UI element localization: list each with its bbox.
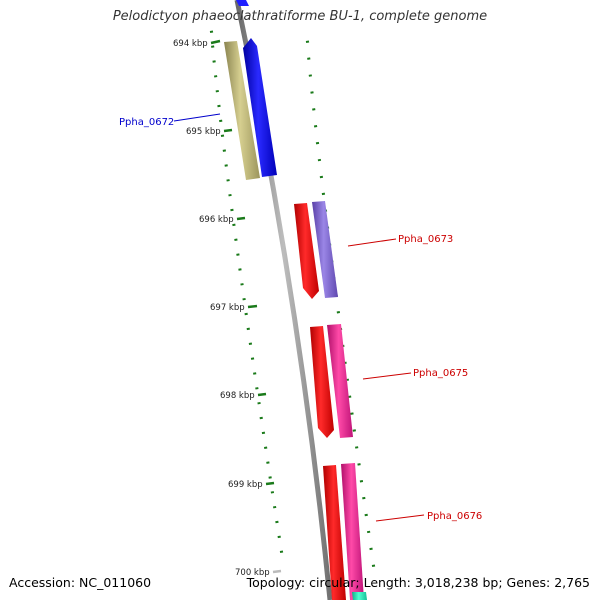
tick-dash (371, 564, 376, 567)
tick-dash (355, 446, 359, 449)
gene-feature-Ppha_0672 (243, 38, 277, 177)
gene-feature-Ppha_0675-red (310, 326, 334, 438)
leader-line-Ppha_0676 (375, 514, 425, 522)
tick-dash (236, 253, 240, 256)
tick-dash (246, 327, 250, 331)
tick-dash (275, 520, 279, 524)
tick-dash (226, 179, 230, 182)
tick-dash (357, 463, 361, 466)
genome-summary-text: Topology: circular; Length: 3,018,238 bp… (246, 575, 590, 590)
tick-dash (253, 372, 257, 375)
tick-dash (366, 530, 371, 534)
tick-dash (352, 429, 356, 432)
tick-label-695: 695 kbp (186, 127, 221, 137)
gene-label-Ppha_0675: Ppha_0675 (413, 368, 468, 379)
tick-dash (242, 297, 246, 301)
tick-dash (222, 149, 226, 152)
tick-label-699: 699 kbp (228, 480, 263, 490)
tick-dash (244, 312, 248, 316)
tick-dash (279, 550, 284, 553)
tick-dash (270, 491, 275, 494)
gene-feature-Ppha_0676 (341, 463, 364, 600)
inner-tick-track (209, 30, 284, 553)
tick-mark-696 (236, 216, 246, 221)
tick-dash (272, 505, 277, 509)
tick-mark-700 (272, 569, 282, 574)
leader-line-Ppha_0673 (347, 238, 397, 247)
gene-feature-Ppha_0673-red (294, 203, 319, 299)
tick-dash (362, 496, 366, 500)
tick-mark-694 (210, 39, 221, 45)
tick-dash (213, 75, 218, 78)
tick-dash (350, 412, 354, 415)
tick-dash (336, 310, 341, 314)
tick-label-697: 697 kbp (210, 303, 245, 313)
tick-dash (268, 476, 272, 479)
tick-dash (240, 283, 244, 286)
gene-feature-Ppha_0673 (312, 201, 338, 298)
tick-dash (230, 208, 234, 212)
gene-feature-teal (352, 592, 367, 600)
tick-dash (308, 74, 312, 77)
tick-dash (250, 357, 255, 360)
tick-dash (266, 461, 270, 464)
tick-dash (317, 158, 322, 162)
tick-dash (315, 141, 320, 145)
gene-feature-Ppha_0675 (327, 324, 353, 438)
tick-dash (321, 192, 326, 196)
tick-dash (234, 238, 238, 241)
tick-dash (220, 134, 225, 137)
gene-label-Ppha_0673: Ppha_0673 (398, 234, 453, 245)
tick-dash (263, 446, 268, 449)
tick-mark-697 (247, 304, 258, 309)
tick-dash (305, 40, 310, 43)
tick-dash (277, 535, 281, 539)
tick-dash (369, 547, 373, 551)
tick-dash (217, 104, 221, 108)
tick-dash (310, 91, 314, 94)
tick-mark-695 (223, 128, 233, 133)
tick-dash (312, 108, 316, 111)
tick-dash (257, 401, 261, 405)
tick-dash (215, 89, 219, 93)
gene-label-Ppha_0676: Ppha_0676 (427, 511, 482, 522)
leader-line-Ppha_0672 (173, 113, 221, 122)
tick-label-694: 694 kbp (173, 39, 208, 49)
tick-mark-698 (257, 392, 267, 397)
tick-dash (232, 223, 236, 227)
gene-label-Ppha_0672: Ppha_0672 (119, 117, 174, 128)
tick-dash (209, 30, 214, 33)
tick-dash (211, 45, 215, 48)
tick-dash (248, 342, 253, 345)
tick-label-696: 696 kbp (199, 215, 234, 225)
tick-dash (307, 57, 311, 60)
tick-label-700: 700 kbp (235, 568, 270, 578)
tick-label-698: 698 kbp (220, 391, 255, 401)
tick-dash (364, 513, 368, 517)
accession-text: Accession: NC_011060 (9, 575, 152, 590)
leader-line-Ppha_0675 (362, 372, 412, 380)
page-title: Pelodictyon phaeoclathratiforme BU-1, co… (112, 9, 488, 24)
tick-dash (228, 193, 232, 197)
tick-dash (359, 479, 364, 483)
tick-dash (261, 431, 266, 435)
tick-dash (259, 416, 263, 420)
gene-feature-Ppha_0676-red (323, 465, 346, 600)
tick-dash (238, 268, 242, 271)
backbone-top-segment (236, 0, 249, 6)
tick-dash (319, 175, 324, 179)
tick-mark-699 (265, 481, 275, 486)
tick-dash (224, 164, 228, 167)
gene-feature-olive (224, 41, 260, 180)
tick-dash (212, 60, 216, 63)
tick-dash (219, 119, 223, 123)
tick-dash (255, 387, 259, 390)
tick-dash (313, 125, 318, 128)
